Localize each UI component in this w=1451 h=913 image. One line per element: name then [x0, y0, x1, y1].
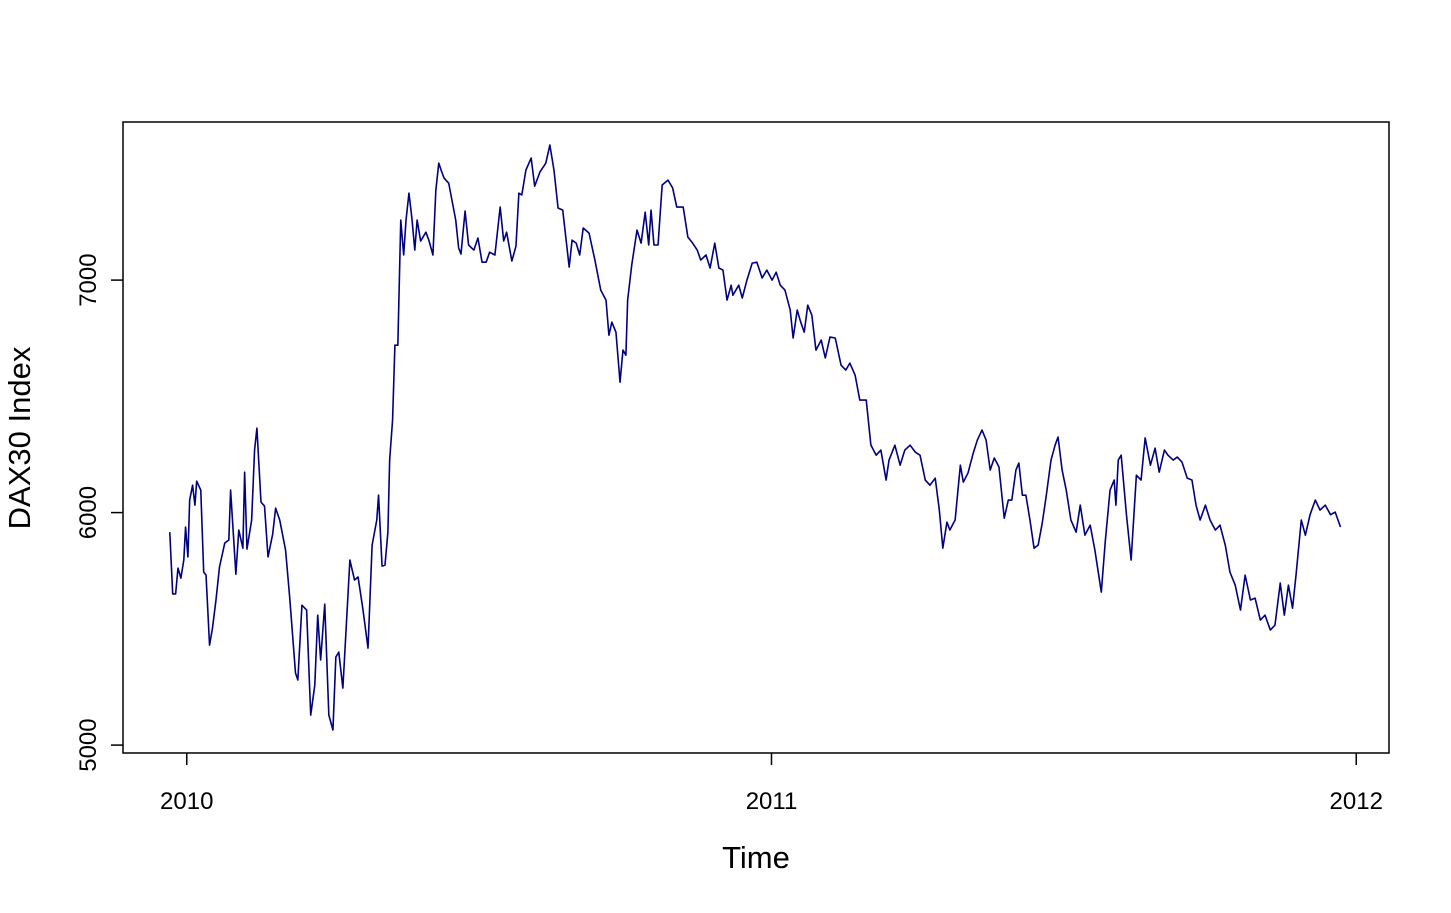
y-tick-label: 7000: [75, 253, 102, 306]
x-tick-label: 2011: [746, 788, 798, 815]
x-tick-label: 2012: [1330, 788, 1383, 815]
y-tick-label: 5000: [75, 718, 102, 771]
y-tick-label: 6000: [75, 486, 102, 539]
plot-frame: [122, 121, 1390, 754]
data-line: [168, 144, 1342, 731]
x-tick-label: 2010: [160, 788, 213, 815]
x-axis-label: Time: [722, 840, 790, 875]
y-axis-label: DAX30 Index: [2, 346, 37, 529]
